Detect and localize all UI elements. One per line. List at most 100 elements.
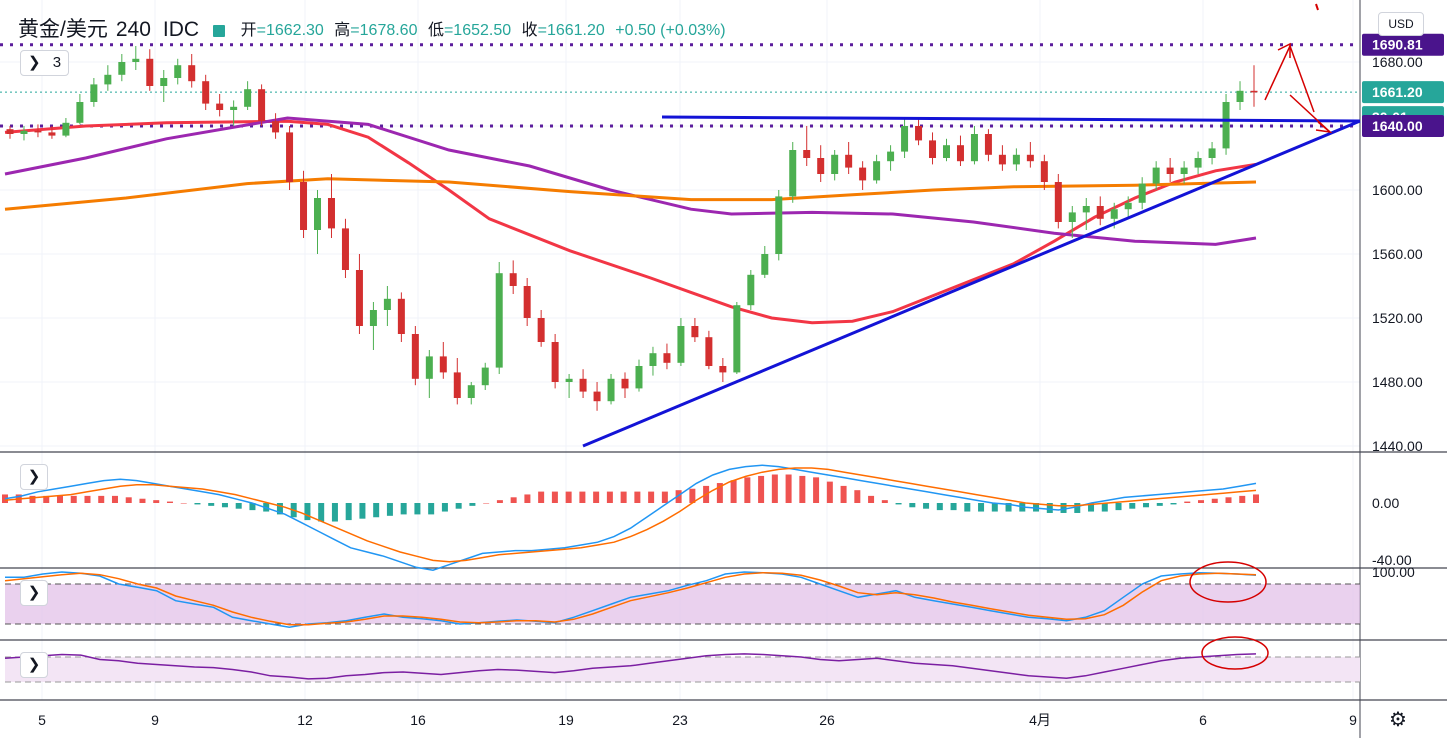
candle-body bbox=[34, 130, 42, 133]
macd-histogram-bar bbox=[936, 503, 943, 511]
candle-body bbox=[425, 356, 433, 379]
macd-histogram-bar bbox=[1253, 494, 1259, 503]
candle-body bbox=[146, 58, 154, 86]
macd-histogram-bar bbox=[593, 491, 600, 503]
candle-body bbox=[789, 150, 797, 197]
macd-histogram-bar bbox=[331, 503, 338, 522]
macd-histogram-bar bbox=[304, 503, 311, 521]
macd-histogram-bar bbox=[964, 503, 971, 512]
candle-body bbox=[775, 196, 783, 254]
trendlines bbox=[582, 115, 1361, 448]
indicators-collapse-button[interactable]: ❯ 3 bbox=[20, 50, 69, 76]
stochastic-pane bbox=[4, 561, 1360, 629]
candle-body bbox=[705, 337, 713, 366]
price-label-bg bbox=[1362, 81, 1444, 104]
macd-histogram-bar bbox=[1033, 503, 1040, 512]
price-tick-label: 1480.00 bbox=[1372, 374, 1423, 390]
macd-histogram-bar bbox=[648, 491, 655, 503]
symbol-name[interactable]: 黄金/美元 bbox=[18, 18, 108, 41]
macd-tick-label: 0.00 bbox=[1372, 495, 1399, 511]
macd-histogram-bar bbox=[1005, 503, 1012, 512]
macd-histogram-bar bbox=[1129, 503, 1136, 509]
candle-body bbox=[1236, 90, 1244, 102]
macd-histogram-bar bbox=[1101, 503, 1108, 512]
macd-histogram-bar bbox=[194, 503, 201, 505]
candle-body bbox=[509, 273, 517, 286]
macd-histogram-bar bbox=[414, 503, 421, 515]
projection-arrow bbox=[1264, 45, 1291, 101]
candle-body bbox=[1110, 209, 1118, 219]
macd-histogram-bar bbox=[1170, 503, 1177, 505]
candle-body bbox=[300, 182, 308, 230]
macd-histogram-bar bbox=[1225, 497, 1232, 503]
candle-body bbox=[1222, 102, 1230, 149]
data-source: IDC bbox=[162, 18, 200, 41]
candle-body bbox=[383, 298, 391, 310]
candle-body bbox=[1208, 148, 1216, 158]
open-value: =1662.30 bbox=[256, 22, 324, 39]
candle-body bbox=[551, 342, 559, 382]
moving-averages bbox=[4, 116, 1257, 325]
candle-body bbox=[1250, 90, 1258, 93]
candle-body bbox=[369, 310, 377, 326]
close-value: =1661.20 bbox=[537, 22, 605, 39]
candle-body bbox=[998, 154, 1006, 165]
macd-histogram-bar bbox=[881, 500, 888, 503]
candle-body bbox=[901, 126, 909, 152]
candle-body bbox=[929, 140, 937, 158]
candle-body bbox=[621, 378, 629, 389]
candle-body bbox=[873, 161, 881, 181]
candle-body bbox=[1068, 212, 1076, 222]
arrow-head bbox=[1315, 121, 1333, 134]
macd-histogram-bar bbox=[716, 483, 723, 503]
macd-histogram-bar bbox=[634, 491, 641, 503]
macd-histogram-bar bbox=[139, 498, 146, 503]
ohlc-readout: 开=1662.30 高=1678.60 低=1652.50 收=1661.20 … bbox=[241, 22, 726, 39]
settings-gear-icon[interactable]: ⚙ bbox=[1389, 709, 1407, 731]
macd-histogram-bar bbox=[373, 503, 380, 518]
ma-line-ma_mid bbox=[4, 116, 1257, 246]
macd-histogram-bar bbox=[386, 503, 393, 516]
rsi-pane bbox=[4, 636, 1360, 683]
candlesticks bbox=[6, 46, 1258, 411]
candle-body bbox=[132, 58, 140, 62]
macd-histogram-bar bbox=[1046, 503, 1053, 513]
arrow-head bbox=[1277, 42, 1291, 58]
macd-histogram-bar bbox=[1156, 503, 1163, 506]
candle-body bbox=[1082, 206, 1090, 213]
macd-expand-button[interactable]: ❯ bbox=[20, 464, 48, 490]
macd-histogram-bar bbox=[441, 503, 448, 512]
currency-button[interactable]: USD bbox=[1378, 12, 1424, 36]
macd-histogram-bar bbox=[180, 503, 187, 504]
macd-histogram-bar bbox=[98, 495, 105, 503]
macd-histogram-bar bbox=[826, 481, 833, 503]
candle-body bbox=[537, 318, 545, 342]
price-label-last: 1661.20 bbox=[1372, 84, 1423, 100]
candle-body bbox=[761, 254, 769, 275]
candle-body bbox=[803, 150, 811, 158]
stochastic-expand-button[interactable]: ❯ bbox=[20, 580, 48, 606]
time-tick-label: 19 bbox=[558, 712, 574, 728]
macd-histogram-bar bbox=[620, 491, 627, 503]
interval[interactable]: 240 bbox=[115, 18, 151, 41]
macd-histogram-bar bbox=[909, 503, 916, 508]
candle-body bbox=[481, 367, 489, 386]
time-axis: 5 9 12 16 19 23 26 4月 6 9 bbox=[38, 712, 1357, 728]
rsi-expand-button[interactable]: ❯ bbox=[20, 652, 48, 678]
stochastic-band bbox=[5, 584, 1360, 624]
low-value: =1652.50 bbox=[443, 22, 512, 39]
macd-histogram-bar bbox=[208, 503, 215, 506]
highlight-ellipse bbox=[1189, 561, 1267, 603]
macd-tick-label: -40.00 bbox=[1372, 552, 1412, 568]
price-label-bg bbox=[1362, 33, 1444, 56]
time-tick-label: 26 bbox=[819, 712, 835, 728]
candle-body bbox=[593, 391, 601, 402]
time-tick-label: 16 bbox=[410, 712, 426, 728]
candle-body bbox=[495, 273, 503, 368]
time-tick-label: 23 bbox=[672, 712, 688, 728]
resistance-trendline bbox=[661, 115, 1361, 123]
macd-histogram-bar bbox=[785, 474, 792, 503]
macd-histogram-bar bbox=[744, 477, 751, 503]
time-tick-label: 12 bbox=[297, 712, 313, 728]
